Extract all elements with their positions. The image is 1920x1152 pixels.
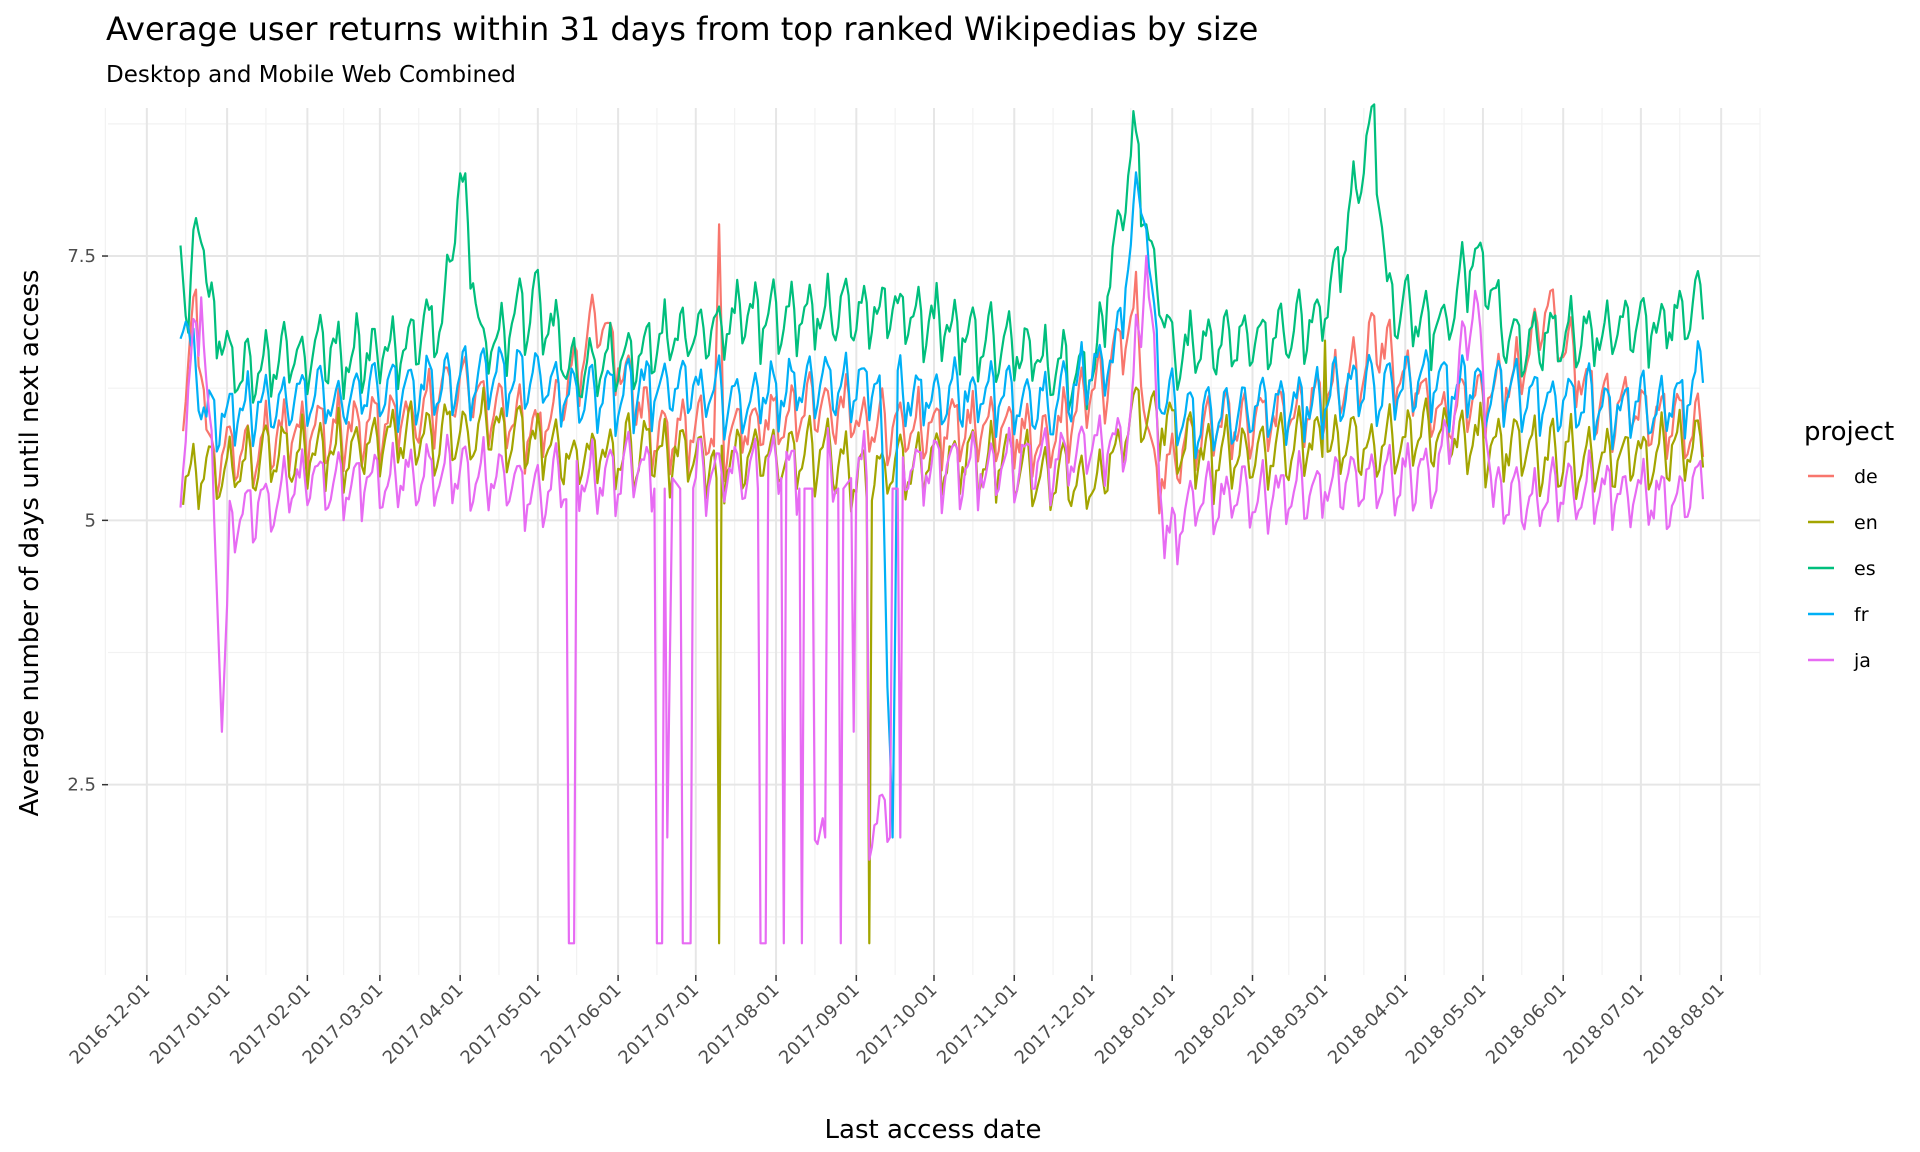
y-axis-title: Average number of days until next access <box>15 269 45 816</box>
x-tick-label: 2017-01-01 <box>146 980 235 1069</box>
series-line-en <box>182 339 1705 945</box>
x-tick-label: 2016-12-01 <box>66 980 155 1069</box>
legend-label-fr: fr <box>1854 604 1869 626</box>
series-line-fr <box>179 171 1705 839</box>
x-tick-label: 2017-11-01 <box>933 980 1022 1069</box>
chart-subtitle: Desktop and Mobile Web Combined <box>106 62 516 88</box>
legend-title: project <box>1804 417 1894 447</box>
chart-title: Average user returns within 31 days from… <box>106 10 1259 48</box>
series-line-es <box>179 103 1705 412</box>
x-tick-label: 2017-06-01 <box>537 980 626 1069</box>
legend-label-es: es <box>1854 558 1876 580</box>
x-tick-label: 2017-05-01 <box>457 980 546 1069</box>
grid <box>104 108 1761 975</box>
x-axis-title: Last access date <box>825 1115 1042 1145</box>
x-tick-label: 2017-10-01 <box>853 980 942 1069</box>
series-lines <box>179 103 1705 945</box>
legend-label-ja: ja <box>1853 650 1871 672</box>
legend-label-en: en <box>1854 512 1878 534</box>
legend: project de en es fr ja <box>1804 417 1894 672</box>
x-tick-label: 2018-04-01 <box>1324 980 1413 1069</box>
x-tick-label: 2018-05-01 <box>1402 980 1491 1069</box>
x-tick-label: 2017-07-01 <box>614 980 703 1069</box>
legend-label-de: de <box>1854 466 1878 488</box>
x-tick-label: 2017-08-01 <box>695 980 784 1069</box>
y-tick-label: 7.5 <box>67 246 96 267</box>
x-tick-label: 2018-07-01 <box>1560 980 1649 1069</box>
y-tick-label: 5 <box>85 510 96 531</box>
x-tick-label: 2018-06-01 <box>1482 980 1571 1069</box>
x-tick-label: 2018-01-01 <box>1091 980 1180 1069</box>
series-line-ja <box>179 254 1705 945</box>
x-tick-label: 2017-12-01 <box>1011 980 1100 1069</box>
x-tick-label: 2017-09-01 <box>775 980 864 1069</box>
y-tick-label: 2.5 <box>67 775 96 796</box>
series-line-de <box>182 223 1705 515</box>
x-tick-label: 2017-04-01 <box>379 980 468 1069</box>
x-tick-label: 2018-08-01 <box>1640 980 1729 1069</box>
